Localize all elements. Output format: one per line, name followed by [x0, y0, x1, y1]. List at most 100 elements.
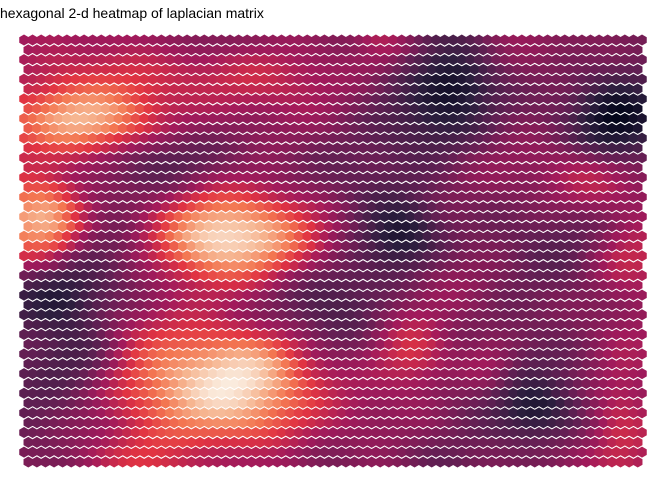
hex-cell: [620, 446, 630, 458]
hex-cell: [585, 34, 596, 46]
hex-cell: [87, 446, 98, 458]
hex-cell: [289, 44, 300, 56]
hex-cell: [272, 103, 282, 115]
hex-cell: [521, 240, 531, 252]
hex-cell: [233, 171, 244, 183]
hex-cell: [268, 34, 278, 46]
hex-cell: [23, 456, 34, 468]
hex-cell: [517, 191, 527, 203]
hex-cell: [195, 63, 205, 75]
hex-cell: [384, 220, 394, 232]
hex-cell: [255, 377, 265, 389]
hex-cell: [499, 93, 510, 105]
hex-cell: [529, 417, 540, 429]
hex-cell: [178, 103, 188, 115]
hex-cell: [555, 142, 566, 154]
hex-cell: [259, 191, 270, 203]
hex-cell: [499, 309, 510, 321]
hex-cell: [461, 417, 471, 429]
hex-cell: [632, 377, 643, 389]
hex-cell: [246, 358, 257, 370]
hex-cell: [529, 142, 540, 154]
hex-cell: [422, 191, 433, 203]
hex-cell: [216, 113, 227, 125]
hex-cell: [353, 211, 364, 223]
hex-cell: [53, 113, 64, 125]
hex-cell: [32, 417, 42, 429]
hex-cell: [401, 436, 411, 448]
hex-cell: [555, 122, 566, 134]
hex-cell: [525, 113, 536, 125]
hex-cell: [250, 93, 261, 105]
hex-cell: [401, 417, 411, 429]
hex-cell: [362, 211, 373, 223]
hex-cell: [426, 279, 437, 291]
hex-cell: [572, 436, 583, 448]
hex-cell: [448, 34, 458, 46]
hex-cell: [195, 417, 205, 429]
hex-cell: [341, 240, 351, 252]
hex-cell: [242, 407, 252, 419]
hex-cell: [551, 368, 561, 380]
hex-cell: [57, 122, 68, 134]
hex-cell: [615, 456, 626, 468]
hex-cell: [160, 260, 171, 272]
hex-cell: [315, 83, 325, 95]
hex-cell: [448, 289, 458, 301]
hex-cell: [190, 191, 201, 203]
hex-cell: [62, 309, 72, 321]
hex-cell: [130, 387, 141, 399]
hex-cell: [388, 387, 398, 399]
hex-cell: [551, 289, 561, 301]
hex-cell: [521, 456, 531, 468]
hex-cell: [242, 368, 252, 380]
hex-cell: [229, 63, 240, 75]
hex-cell: [628, 113, 639, 125]
hex-cell: [487, 44, 497, 56]
hex-cell: [581, 436, 591, 448]
hex-cell: [263, 220, 274, 232]
hex-cell: [388, 152, 398, 164]
hex-cell: [332, 240, 343, 252]
hex-cell: [508, 250, 519, 262]
hex-cell: [130, 34, 141, 46]
hex-cell: [40, 201, 51, 213]
hex-cell: [341, 319, 351, 331]
hex-cell: [594, 427, 604, 439]
hex-cell: [375, 319, 385, 331]
hex-cell: [422, 446, 433, 458]
hex-cell: [190, 368, 201, 380]
hex-cell: [353, 152, 364, 164]
hex-cell: [259, 73, 270, 85]
hex-cell: [517, 211, 527, 223]
hex-cell: [49, 63, 59, 75]
hex-cell: [169, 417, 179, 429]
hex-cell: [358, 220, 368, 232]
hex-cell: [109, 417, 119, 429]
hex-cell: [620, 368, 630, 380]
hex-cell: [624, 260, 634, 272]
hex-cell: [534, 132, 544, 144]
hex-cell: [130, 427, 141, 439]
hex-cell: [92, 456, 102, 468]
hex-cell: [632, 260, 643, 272]
hex-cell: [250, 446, 261, 458]
hex-cell: [113, 348, 124, 360]
hex-cell: [551, 132, 561, 144]
hex-cell: [319, 289, 330, 301]
hex-cell: [358, 201, 368, 213]
hex-cell: [36, 368, 46, 380]
hex-cell: [92, 201, 102, 213]
hex-cell: [87, 387, 98, 399]
hex-cell: [379, 191, 390, 203]
hex-cell: [281, 44, 291, 56]
hex-cell: [418, 122, 428, 134]
hex-cell: [152, 358, 162, 370]
hex-cell: [461, 456, 471, 468]
hex-cell: [156, 113, 167, 125]
hex-cell: [49, 220, 59, 232]
hex-cell: [126, 220, 137, 232]
hex-cell: [358, 260, 368, 272]
hex-cell: [246, 142, 257, 154]
hex-cell: [615, 279, 626, 291]
